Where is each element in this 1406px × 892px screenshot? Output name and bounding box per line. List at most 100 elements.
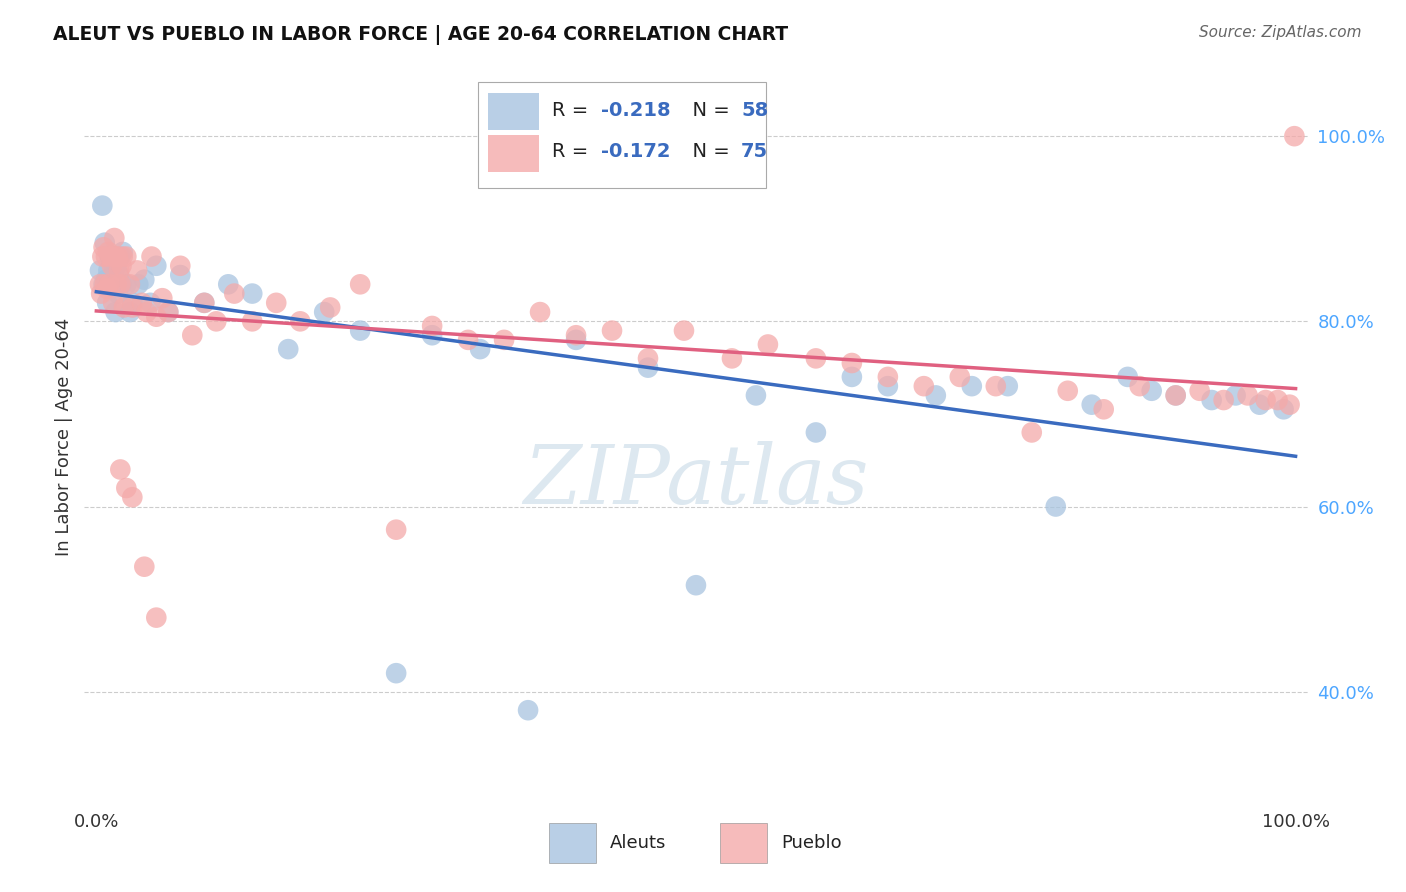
Point bbox=[240, 286, 263, 301]
Point bbox=[925, 388, 948, 402]
Point bbox=[217, 277, 239, 292]
Point bbox=[1164, 388, 1187, 402]
Text: -0.172: -0.172 bbox=[600, 143, 671, 161]
Point bbox=[101, 250, 124, 264]
Point bbox=[96, 282, 118, 296]
Point bbox=[1272, 402, 1295, 417]
Point bbox=[94, 273, 117, 287]
Text: Pueblo: Pueblo bbox=[782, 834, 842, 852]
Point bbox=[105, 259, 128, 273]
Point bbox=[1140, 384, 1163, 398]
Point bbox=[1249, 398, 1271, 412]
Point bbox=[637, 351, 659, 366]
Point bbox=[1164, 388, 1187, 402]
Point bbox=[385, 666, 408, 681]
Point bbox=[1092, 402, 1115, 417]
Text: 58: 58 bbox=[741, 101, 769, 120]
Point bbox=[1236, 388, 1258, 402]
Point bbox=[134, 559, 156, 574]
Point bbox=[150, 291, 173, 305]
Point bbox=[1129, 379, 1152, 393]
Point bbox=[494, 333, 516, 347]
Point bbox=[1225, 388, 1247, 402]
Point bbox=[101, 259, 124, 273]
Point bbox=[108, 263, 131, 277]
Point bbox=[105, 277, 128, 292]
Point bbox=[97, 277, 120, 292]
Point bbox=[1278, 398, 1301, 412]
Point bbox=[1188, 384, 1211, 398]
Point bbox=[1045, 500, 1067, 514]
Text: ZIPatlas: ZIPatlas bbox=[523, 441, 869, 521]
Point bbox=[319, 301, 342, 315]
Point bbox=[91, 199, 114, 213]
Point bbox=[565, 333, 588, 347]
Text: R =: R = bbox=[551, 143, 595, 161]
Text: N =: N = bbox=[681, 143, 737, 161]
Point bbox=[169, 268, 191, 282]
FancyBboxPatch shape bbox=[488, 135, 540, 171]
Point bbox=[314, 305, 336, 319]
Point bbox=[157, 305, 180, 319]
Point bbox=[108, 268, 131, 282]
Point bbox=[205, 314, 228, 328]
Point bbox=[240, 314, 263, 328]
Point bbox=[110, 259, 132, 273]
FancyBboxPatch shape bbox=[550, 822, 596, 863]
Point bbox=[181, 328, 204, 343]
Point bbox=[157, 305, 180, 319]
Point bbox=[93, 235, 117, 250]
Point bbox=[1080, 398, 1102, 412]
Point bbox=[110, 250, 132, 264]
Point bbox=[110, 462, 132, 476]
Point bbox=[89, 263, 111, 277]
Point bbox=[224, 286, 246, 301]
Point bbox=[98, 250, 121, 264]
Point bbox=[131, 295, 153, 310]
FancyBboxPatch shape bbox=[488, 94, 540, 130]
Point bbox=[100, 250, 122, 264]
Point bbox=[277, 342, 299, 356]
Point bbox=[115, 277, 138, 292]
Point bbox=[841, 370, 863, 384]
Point bbox=[193, 295, 215, 310]
Point bbox=[804, 351, 827, 366]
Point bbox=[139, 295, 162, 310]
Point bbox=[141, 250, 163, 264]
Point bbox=[876, 379, 898, 393]
Point bbox=[107, 286, 129, 301]
Point bbox=[721, 351, 744, 366]
Point bbox=[290, 314, 312, 328]
Point bbox=[804, 425, 827, 440]
Text: R =: R = bbox=[551, 101, 595, 120]
Point bbox=[145, 610, 167, 624]
Point bbox=[565, 328, 588, 343]
Point bbox=[1267, 392, 1289, 407]
Point bbox=[193, 295, 215, 310]
FancyBboxPatch shape bbox=[720, 822, 766, 863]
Point bbox=[107, 250, 129, 264]
Point bbox=[1284, 129, 1306, 144]
Point bbox=[97, 244, 120, 259]
Point bbox=[685, 578, 707, 592]
Point bbox=[949, 370, 972, 384]
Point bbox=[104, 305, 127, 319]
Point bbox=[115, 250, 138, 264]
Point bbox=[1201, 392, 1223, 407]
Point bbox=[93, 277, 115, 292]
Point bbox=[89, 277, 111, 292]
Point bbox=[672, 324, 695, 338]
Point bbox=[984, 379, 1007, 393]
Point bbox=[841, 356, 863, 370]
Point bbox=[517, 703, 540, 717]
Point bbox=[420, 328, 443, 343]
Point bbox=[101, 273, 124, 287]
Point bbox=[745, 388, 768, 402]
Point bbox=[529, 305, 551, 319]
Point bbox=[145, 310, 167, 324]
Point bbox=[1056, 384, 1078, 398]
Point bbox=[912, 379, 935, 393]
Point bbox=[98, 277, 121, 292]
Text: -0.218: -0.218 bbox=[600, 101, 671, 120]
Text: Aleuts: Aleuts bbox=[610, 834, 666, 852]
